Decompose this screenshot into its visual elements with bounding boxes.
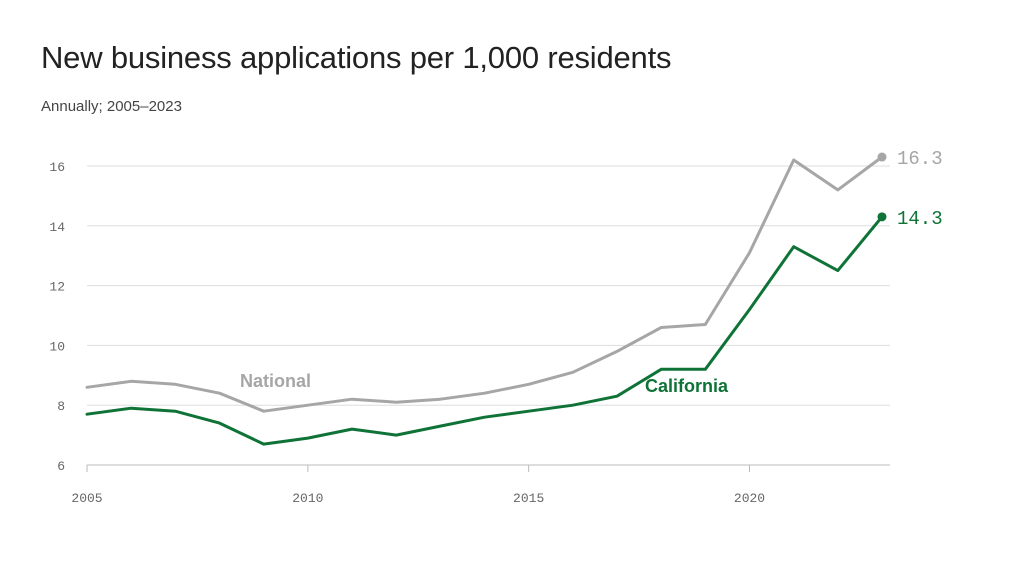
chart-title: New business applications per 1,000 resi… xyxy=(41,40,672,75)
gridlines xyxy=(87,165,890,466)
y-tick-label-12: 12 xyxy=(49,280,65,295)
chart-subtitle: Annually; 2005–2023 xyxy=(41,98,182,115)
y-tick-label-10: 10 xyxy=(49,339,65,354)
x-axis-ticks: 2005 2010 2015 2020 xyxy=(71,465,765,506)
x-tick-label-2010: 2010 xyxy=(292,491,323,506)
series-line-national xyxy=(85,155,884,413)
y-tick-label-8: 8 xyxy=(57,399,65,414)
series-endpoint-california xyxy=(877,212,887,222)
y-axis-ticks: 6 8 10 12 14 16 xyxy=(49,160,65,474)
series-label-national: National xyxy=(240,371,311,391)
x-tick-label-2015: 2015 xyxy=(513,491,544,506)
y-tick-label-16: 16 xyxy=(49,160,65,175)
x-tick-label-2020: 2020 xyxy=(734,491,765,506)
series-line-california xyxy=(85,215,884,446)
series-label-california: California xyxy=(645,376,729,396)
series-end-label-national: 16.3 xyxy=(897,148,943,170)
series-labels: National California xyxy=(240,371,729,396)
x-tick-label-2005: 2005 xyxy=(71,491,102,506)
series-endpoint-national xyxy=(877,152,887,162)
y-tick-label-6: 6 xyxy=(57,459,65,474)
series-end-label-california: 14.3 xyxy=(897,208,943,230)
y-tick-label-14: 14 xyxy=(49,220,65,235)
series-lines: 16.3 14.3 xyxy=(85,148,943,446)
